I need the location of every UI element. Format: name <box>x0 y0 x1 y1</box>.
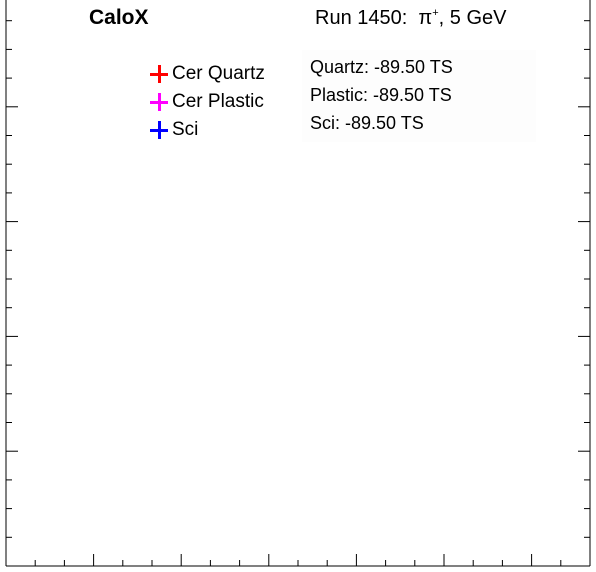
beam-energy: , 5 GeV <box>438 7 507 29</box>
legend-entry-cer-plastic: Cer Plastic <box>150 88 265 116</box>
cross-marker-icon <box>150 121 168 139</box>
legend-label: Cer Plastic <box>172 91 264 112</box>
run-label: Run 1450: <box>315 7 408 29</box>
particle-symbol: π <box>418 7 433 29</box>
legend-label: Cer Quartz <box>172 63 265 84</box>
axis-ticks <box>5 20 591 567</box>
chart-title-calox: CaloX <box>89 6 149 29</box>
legend-label: Sci <box>172 119 199 140</box>
legend: Cer Quartz Cer Plastic Sci <box>150 60 265 144</box>
chart-title-run: Run 1450: π+, 5 GeV <box>315 7 506 30</box>
legend-entry-cer-quartz: Cer Quartz <box>150 60 265 88</box>
stat-sci: Sci: -89.50 TS <box>310 113 424 133</box>
particle-charge: + <box>432 7 439 19</box>
cross-marker-icon <box>150 65 168 83</box>
legend-entry-sci: Sci <box>150 116 265 144</box>
stats-box: Quartz: -89.50 TS Plastic: -89.50 TS Sci… <box>302 50 536 142</box>
stat-plastic: Plastic: -89.50 TS <box>310 85 452 105</box>
cross-marker-icon <box>150 93 168 111</box>
stat-quartz: Quartz: -89.50 TS <box>310 57 453 77</box>
